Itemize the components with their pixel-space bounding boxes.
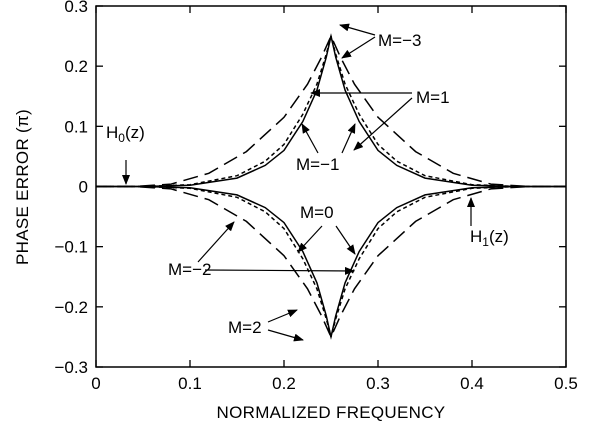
annotation-arrow	[197, 221, 235, 263]
axis-ticks	[95, 5, 567, 368]
y-tick-label: 0	[79, 178, 88, 197]
label-m2: M=2	[228, 318, 262, 337]
annotation-arrow	[341, 123, 356, 154]
x-tick-label: 0.2	[272, 374, 296, 393]
x-tick-label: 0.5	[554, 374, 578, 393]
label-m-minus2: M=−2	[168, 260, 211, 279]
h0-main: H	[106, 123, 118, 142]
curves	[96, 33, 566, 340]
series-line	[96, 33, 566, 188]
series-line	[96, 185, 566, 339]
x-tick-labels: 0 0.1 0.2 0.3 0.4 0.5	[91, 374, 578, 393]
label-m1: M=1	[416, 88, 450, 107]
annotation-arrow	[339, 23, 376, 36]
annotation-arrow	[204, 266, 355, 275]
annotation-arrow	[341, 36, 376, 59]
series-line	[96, 185, 566, 340]
label-m-minus1: M=−1	[296, 155, 339, 174]
label-m0: M=0	[300, 203, 334, 222]
annotation-arrow	[353, 97, 413, 151]
annotation-arrows	[122, 23, 475, 342]
svg-text:H0(z): H0(z)	[106, 123, 145, 145]
svg-text:H1(z): H1(z)	[470, 227, 509, 249]
y-tick-label: 0.3	[64, 0, 88, 16]
annotation-arrow	[267, 309, 298, 323]
x-tick-label: 0.4	[460, 374, 484, 393]
annotation-h1: H1(z)	[470, 227, 509, 249]
x-tick-label: 0	[91, 374, 100, 393]
label-m-minus3: M=−3	[378, 31, 421, 50]
annotation-arrow	[267, 329, 304, 342]
y-axis-title: PHASE ERROR (π)	[13, 109, 32, 265]
annotation-arrow	[301, 123, 319, 154]
y-tick-label: 0.2	[64, 57, 88, 76]
y-tick-label: 0.1	[64, 117, 88, 136]
h1-tail: (z)	[489, 227, 509, 246]
x-tick-label: 0.1	[178, 374, 202, 393]
y-tick-label: −0.3	[54, 358, 88, 377]
y-tick-label: −0.1	[54, 238, 88, 257]
annotation-h0: H0(z)	[106, 123, 145, 145]
y-tick-labels: 0.3 0.2 0.1 0 −0.1 −0.2 −0.3	[54, 0, 88, 377]
h1-sub: 1	[482, 235, 489, 249]
plot-area	[95, 5, 567, 368]
h0-tail: (z)	[125, 123, 145, 142]
x-tick-label: 0.3	[366, 374, 390, 393]
h1-main: H	[470, 227, 482, 246]
annotation-arrow	[297, 225, 323, 253]
h0-sub: 0	[118, 131, 125, 145]
annotation-arrow	[335, 225, 356, 255]
y-tick-label: −0.2	[54, 298, 88, 317]
x-axis-title: NORMALIZED FREQUENCY	[217, 403, 446, 422]
series-line	[96, 34, 566, 188]
